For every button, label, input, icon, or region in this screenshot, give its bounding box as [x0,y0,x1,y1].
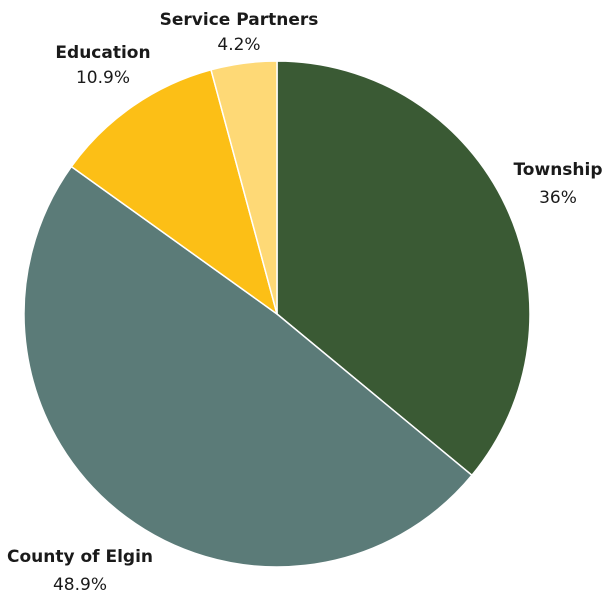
slice-label-education: Education [55,43,150,63]
pie-slice-county-of-elgin [23,165,473,568]
pie-slice-service-partners [210,60,278,315]
pie-slice-township [276,60,531,477]
slice-label-county-of-elgin: County of Elgin [7,547,153,567]
slice-value-service-partners: 4.2% [217,35,260,55]
slice-label-township: Township [513,160,602,180]
slice-labels: Township 36% County of Elgin 48.9% Education… [7,10,603,595]
pie-slice-education [70,68,279,316]
pie-slices [23,60,531,568]
slice-value-township: 36% [539,188,577,208]
slice-value-county-of-elgin: 48.9% [53,575,107,594]
slice-label-service-partners: Service Partners [160,10,319,30]
slice-value-education: 10.9% [76,68,130,88]
